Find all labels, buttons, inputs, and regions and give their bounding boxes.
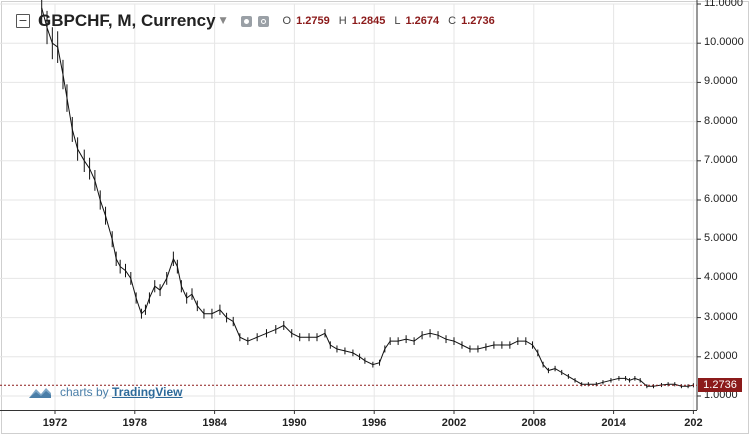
time-tick-label: 1990 [282, 417, 307, 429]
price-tick-label: 8.0000 [704, 114, 738, 127]
close-value: 1.2736 [461, 15, 495, 27]
time-tick-label: 2002 [441, 417, 467, 429]
price-tick-label: 3.0000 [704, 310, 738, 323]
high-label: H [338, 15, 347, 27]
time-tick-label: 202 [684, 417, 703, 429]
low-label: L [394, 15, 401, 27]
open-value: 1.2759 [296, 15, 330, 27]
price-tick-label: 4.0000 [704, 271, 738, 284]
price-tick-label: 2.0000 [704, 349, 738, 362]
open-label: O [282, 15, 292, 27]
price-tick-label: 10.0000 [704, 36, 744, 49]
dropdown-caret-icon[interactable]: ▼ [219, 16, 227, 26]
ohlc-values: O 1.2759 H 1.2845 L 1.2674 C 1.2736 [283, 15, 499, 27]
price-tick-label: 5.0000 [704, 232, 738, 245]
price-line [41, 7, 694, 387]
time-tick-label: 1978 [122, 417, 148, 429]
gear-icon[interactable] [257, 15, 269, 27]
time-tick-label: 1984 [202, 417, 227, 429]
close-label: C [448, 15, 457, 27]
price-series [41, 0, 694, 389]
collapse-icon[interactable]: − [16, 14, 30, 28]
low-value: 1.2674 [405, 15, 440, 27]
high-value: 1.2845 [351, 15, 386, 27]
watermark-text: charts by TradingView [60, 385, 183, 399]
symbol-title[interactable]: GBPCHF, M, Currency [38, 11, 216, 30]
price-tick-label: 7.0000 [704, 153, 738, 166]
price-tick-label: 11.0000 [704, 0, 743, 9]
current-price-badge: 1.2736 [698, 378, 742, 393]
grid [0, 3, 701, 414]
time-tick-label: 1972 [42, 417, 68, 429]
time-tick-label: 2008 [521, 417, 547, 429]
time-tick-label: 1996 [361, 417, 387, 429]
price-tick-label: 9.0000 [704, 75, 738, 88]
symbol-header: − GBPCHF, M, Currency ▼ O 1.2759 H 1.284… [16, 8, 499, 34]
price-tick-label: 6.0000 [704, 193, 738, 205]
tradingview-link[interactable]: TradingView [112, 385, 183, 399]
time-tick-label: 2014 [601, 417, 626, 429]
tradingview-watermark[interactable]: charts by TradingView [28, 384, 183, 400]
eye-icon[interactable] [240, 15, 252, 27]
tradingview-logo-icon [28, 384, 52, 400]
watermark-prefix: charts by [60, 385, 109, 399]
